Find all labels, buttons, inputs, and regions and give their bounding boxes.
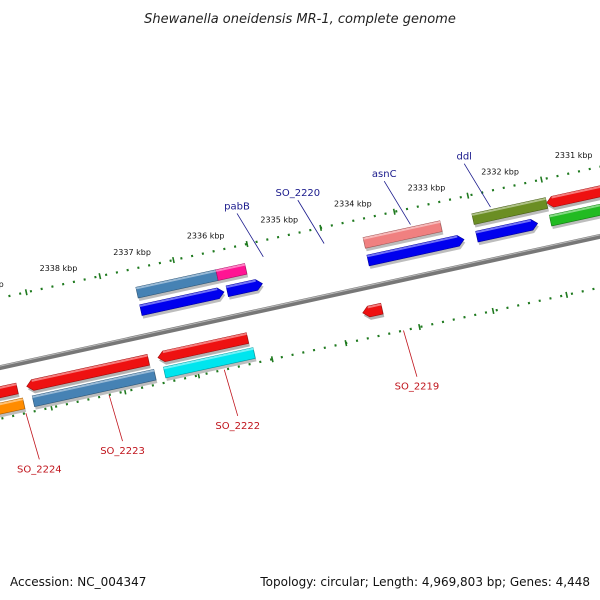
- scale-tick-label: 2334 kbp: [334, 199, 372, 208]
- scale-major-tick: [344, 340, 348, 347]
- scale-tick-label: 2331 kbp: [555, 151, 593, 160]
- gene-highlight: [366, 235, 458, 258]
- gene-highlight: [162, 332, 247, 354]
- label-leader: [403, 330, 418, 377]
- scale-tick-label: 2338 kbp: [40, 264, 78, 273]
- gene-asnC-b: [366, 235, 466, 269]
- gene-highlight: [0, 398, 24, 406]
- scale-major-tick: [98, 273, 102, 280]
- gene-SO_2224-b: [0, 397, 27, 418]
- gene-highlight: [0, 383, 17, 389]
- gene-pabB-b: [139, 287, 226, 319]
- gene-ddl: [471, 197, 549, 228]
- gene-body: [475, 218, 539, 243]
- gene-highlight: [139, 288, 218, 307]
- scale-major-tick: [24, 289, 28, 296]
- scale-tick-label: 2336 kbp: [187, 232, 225, 241]
- scale-major-tick: [245, 240, 249, 248]
- gene-body: [26, 354, 150, 391]
- gene-pabB: [135, 269, 220, 301]
- genome-title: Shewanella oneidensis MR-1, complete gen…: [144, 12, 456, 27]
- gene-body: [139, 287, 225, 316]
- gene-body: [225, 279, 263, 298]
- gene-highlight: [471, 197, 546, 216]
- scale-major-tick: [392, 208, 396, 215]
- gene-highlight: [363, 220, 441, 240]
- scale-major-tick: [319, 224, 323, 231]
- backbone-line: [0, 233, 600, 371]
- gene-label: SO_2224: [17, 464, 62, 475]
- scale-tick-label: 2339 kbp: [0, 280, 4, 289]
- gene-label: SO_2219: [395, 382, 440, 393]
- accession-text: Accession: NC_004347: [10, 575, 146, 589]
- gene-body: [366, 235, 465, 267]
- gene-SO_2220: [215, 263, 249, 284]
- gene-SO_2223: [26, 354, 151, 394]
- gene-label: ddl: [456, 152, 471, 163]
- backbone-highlight: [0, 234, 600, 367]
- gene-highlight: [549, 204, 600, 218]
- gene-body: [471, 197, 549, 225]
- gene-SO_2222: [157, 332, 250, 365]
- gene-label: asnC: [372, 169, 397, 180]
- gene-body: [157, 332, 250, 363]
- scale-major-tick: [466, 192, 470, 199]
- scale-major-tick: [565, 291, 569, 298]
- gene-label: pabB: [224, 201, 250, 212]
- gene-body: [163, 347, 256, 379]
- scale-tick-label: 2333 kbp: [408, 183, 446, 192]
- gene-body: [548, 203, 600, 227]
- gene-features: [0, 185, 600, 418]
- scale-major-tick: [540, 176, 543, 183]
- label-leader: [297, 199, 325, 244]
- gene-label: SO_2222: [215, 421, 260, 432]
- gene-highlight: [551, 185, 600, 199]
- gene-body: [546, 185, 600, 208]
- gene-highlight: [226, 279, 256, 289]
- gene-labels: pabB SO_2220 asnC ddl SO_2224 SO_2223 SO_2222 S…: [17, 152, 491, 475]
- gene-label: SO_2223: [100, 446, 145, 457]
- gene-body: [362, 220, 443, 249]
- gene-label: SO_2220: [275, 188, 320, 199]
- gene-SO_2220-b: [225, 279, 264, 300]
- scale-major-tick: [491, 307, 495, 315]
- scale-major-tick: [172, 256, 175, 264]
- scale-tick-label: 2332 kbp: [481, 167, 519, 176]
- gene-body: [215, 263, 248, 281]
- gene-highlight: [475, 219, 532, 234]
- scale-top: 2331 kbp 2332 kbp 2333 kbp 2334 kbp 2335 kbp…: [0, 151, 600, 300]
- label-leader: [25, 413, 40, 460]
- scale-major-tick: [270, 356, 274, 363]
- scale-major-tick: [418, 323, 421, 331]
- gene-highlight: [32, 369, 155, 399]
- gene-highlight: [367, 303, 382, 309]
- gene-SO_2219: [362, 302, 385, 320]
- gene-body: [31, 368, 157, 408]
- gene-ddl-b: [475, 218, 539, 246]
- label-leader: [463, 163, 491, 208]
- label-leader: [383, 181, 411, 225]
- label-leader: [236, 213, 264, 258]
- label-leader: [223, 369, 239, 417]
- gene-asnC: [362, 220, 444, 252]
- backbone: [0, 233, 600, 371]
- gene-SO_2223-b: [31, 368, 158, 410]
- scale-tick-label: 2337 kbp: [113, 248, 151, 257]
- gene-highlight: [163, 347, 254, 370]
- label-leader: [108, 394, 123, 442]
- scale-tick-label: 2335 kbp: [260, 216, 298, 225]
- gene-SO_2224: [0, 382, 20, 402]
- gene-highlight: [215, 263, 246, 272]
- topology-summary: Topology: circular; Length: 4,969,803 bp…: [259, 575, 590, 589]
- gene-SO_2222-b: [163, 347, 257, 381]
- gene-highlight: [31, 354, 148, 382]
- scale-bottom: [0, 286, 600, 420]
- gene-SO_2218-b: [548, 203, 600, 229]
- gene-highlight: [135, 269, 217, 290]
- gene-SO_2218: [546, 185, 600, 211]
